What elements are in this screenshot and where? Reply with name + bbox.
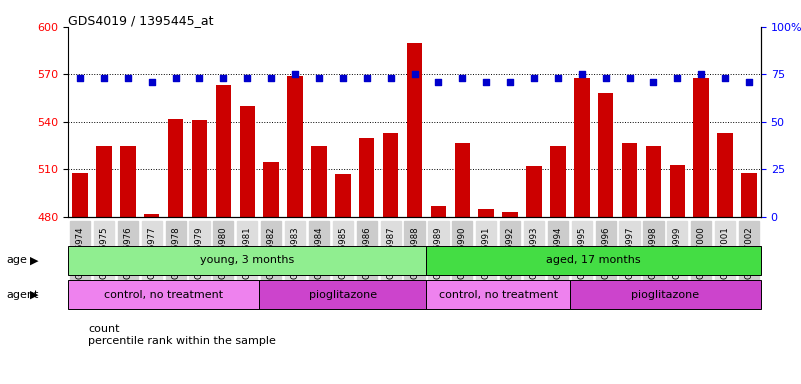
Point [743, 79, 755, 85]
Bar [191, 120, 207, 217]
Point [336, 75, 349, 81]
Point [647, 79, 660, 85]
Point [480, 79, 493, 85]
Bar [431, 206, 446, 217]
Point [456, 75, 469, 81]
Point [122, 75, 135, 81]
Point [718, 75, 731, 81]
Point [504, 79, 517, 85]
Bar [426, 280, 570, 309]
Point [551, 75, 564, 81]
Text: aged, 17 months: aged, 17 months [546, 255, 641, 265]
Bar [311, 146, 327, 217]
Text: count: count [88, 324, 119, 334]
Bar [670, 165, 685, 217]
Point [145, 79, 158, 85]
Point [408, 71, 421, 78]
Bar [570, 280, 761, 309]
Point [575, 71, 588, 78]
Text: age: age [6, 255, 27, 265]
Bar [260, 280, 426, 309]
Bar [335, 174, 351, 217]
Bar [72, 173, 88, 217]
Point [528, 75, 541, 81]
Point [288, 71, 301, 78]
Bar [426, 246, 761, 275]
Text: pioglitazone: pioglitazone [631, 290, 699, 300]
Bar [502, 212, 518, 217]
Bar [120, 146, 135, 217]
Text: control, no treatment: control, no treatment [439, 290, 557, 300]
Point [671, 75, 684, 81]
Text: percentile rank within the sample: percentile rank within the sample [88, 336, 276, 346]
Bar [215, 86, 231, 217]
Point [98, 75, 111, 81]
Bar [264, 162, 279, 217]
Point [74, 75, 87, 81]
Point [193, 75, 206, 81]
Bar [694, 78, 709, 217]
Bar [454, 142, 470, 217]
Bar [598, 93, 614, 217]
Point [265, 75, 278, 81]
Point [623, 75, 636, 81]
Text: young, 3 months: young, 3 months [200, 255, 295, 265]
Bar [96, 146, 111, 217]
Bar [383, 133, 398, 217]
Bar [718, 133, 733, 217]
Bar [478, 209, 494, 217]
Point [694, 71, 707, 78]
Point [360, 75, 373, 81]
Bar [574, 78, 590, 217]
Bar [646, 146, 661, 217]
Point [169, 75, 182, 81]
Text: ▶: ▶ [30, 255, 39, 265]
Bar [741, 173, 757, 217]
Point [599, 75, 612, 81]
Bar [550, 146, 566, 217]
Bar [288, 76, 303, 217]
Bar [407, 43, 422, 217]
Text: pioglitazone: pioglitazone [308, 290, 377, 300]
Bar [622, 142, 638, 217]
Text: control, no treatment: control, no treatment [104, 290, 223, 300]
Text: ▶: ▶ [30, 290, 39, 300]
Bar [359, 138, 375, 217]
Point [432, 79, 445, 85]
Bar [68, 280, 260, 309]
Bar [526, 166, 541, 217]
Point [217, 75, 230, 81]
Text: GDS4019 / 1395445_at: GDS4019 / 1395445_at [68, 14, 214, 27]
Bar [68, 246, 426, 275]
Point [241, 75, 254, 81]
Bar [168, 119, 183, 217]
Point [384, 75, 397, 81]
Text: agent: agent [6, 290, 38, 300]
Bar [239, 106, 255, 217]
Bar [144, 214, 159, 217]
Point [312, 75, 325, 81]
